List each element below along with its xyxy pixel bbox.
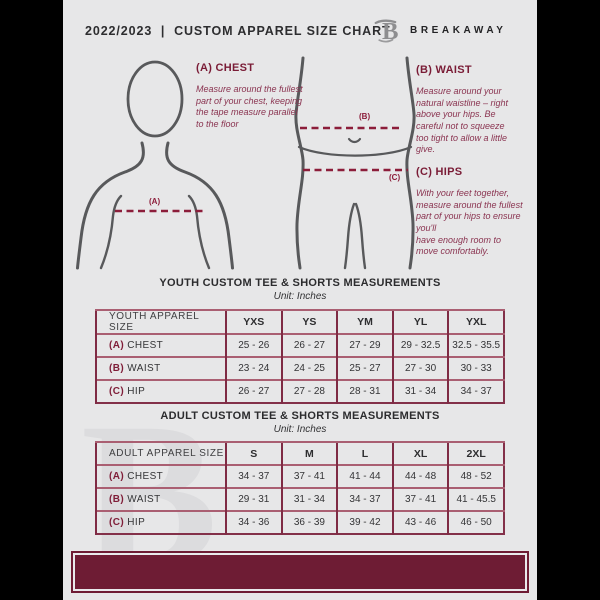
cell: 32.5 - 35.5 [447,333,504,357]
table-row: (C) HIP 34 - 36 36 - 39 39 - 42 43 - 46 … [95,510,504,534]
youth-table-title: YOUTH CUSTOM TEE & SHORTS MEASUREMENTS [159,277,441,289]
table-row: (B) WAIST 23 - 24 24 - 25 25 - 27 27 - 3… [95,356,504,380]
adult-table-title: ADULT CUSTOM TEE & SHORTS MEASUREMENTS [160,410,440,422]
cell: 41 - 44 [336,464,393,488]
adult-header-row: ADULT APPAREL SIZE S M L XL 2XL [95,441,504,465]
size-header: 2XL [447,441,504,465]
cell: 44 - 48 [391,464,449,488]
size-chart-page: B 2022/2023 | CUSTOM APPAREL SIZE CHART … [63,0,537,600]
cell: 24 - 25 [280,356,338,380]
cell: 28 - 31 [336,379,393,403]
cell: 31 - 34 [280,487,338,511]
table-row: (C) HIP 26 - 27 27 - 28 28 - 31 31 - 34 … [95,379,504,403]
size-header: YL [391,309,449,334]
cell: 26 - 27 [225,379,282,403]
cell: 23 - 24 [225,356,282,380]
youth-size-column-label: YOUTH APPAREL SIZE [95,309,226,334]
brand-lockup: B BREAKAWAY [374,15,507,45]
cell: 48 - 52 [447,464,504,488]
cell: 34 - 36 [225,510,282,534]
cell: 31 - 34 [391,379,449,403]
size-header: S [225,441,282,465]
chest-guide-text: Measure around the fullest part of your … [196,84,303,130]
svg-text:B: B [382,18,398,45]
cell: 34 - 37 [447,379,504,403]
size-header: XL [391,441,449,465]
row-label: (A) CHEST [95,333,226,357]
adult-size-column-label: ADULT APPAREL SIZE [95,441,226,465]
cell: 26 - 27 [280,333,338,357]
table-row: (A) CHEST 25 - 26 26 - 27 27 - 29 29 - 3… [95,333,504,357]
youth-header-row: YOUTH APPAREL SIZE YXS YS YM YL YXL [95,309,504,334]
body-measurement-diagram [76,56,416,270]
cell: 34 - 37 [336,487,393,511]
size-header: L [336,441,393,465]
chest-marker-label: (A) [149,197,161,206]
cell: 29 - 31 [225,487,282,511]
hips-figure [294,56,416,270]
row-label: (B) WAIST [95,356,226,380]
row-label: (B) WAIST [95,487,226,511]
cell: 39 - 42 [336,510,393,534]
waist-guide-text: Measure around your natural waistline – … [416,86,509,155]
cell: 36 - 39 [280,510,338,534]
cell: 25 - 26 [225,333,282,357]
row-label: (C) HIP [95,510,226,534]
brand-name: BREAKAWAY [410,24,507,36]
table-row: (B) WAIST 29 - 31 31 - 34 34 - 37 37 - 4… [95,487,504,511]
size-header: YS [280,309,338,334]
row-label: (A) CHEST [95,464,226,488]
measure-lines [115,126,408,213]
cell: 41 - 45.5 [447,487,504,511]
table-row: (A) CHEST 34 - 37 37 - 41 41 - 44 44 - 4… [95,464,504,488]
hips-guide-heading: (C) HIPS [416,166,463,178]
cell: 27 - 30 [391,356,449,380]
cell: 29 - 32.5 [391,333,449,357]
size-header: M [280,441,338,465]
footer-accent-bar [71,551,529,593]
size-header: YXL [447,309,504,334]
cell: 27 - 29 [336,333,393,357]
cell: 46 - 50 [447,510,504,534]
waist-marker-label: (B) [359,112,371,121]
size-header: YXS [225,309,282,334]
breakaway-logo-icon: B [374,18,398,45]
hips-guide-text: With your feet together, measure around … [416,188,523,257]
cell: 37 - 41 [391,487,449,511]
page-title: 2022/2023 | CUSTOM APPAREL SIZE CHART [85,24,391,38]
cell: 34 - 37 [225,464,282,488]
adult-table-unit: Unit: Inches [273,424,327,435]
row-label: (C) HIP [95,379,226,403]
cell: 27 - 28 [280,379,338,403]
youth-size-table: YOUTH APPAREL SIZE YXS YS YM YL YXL (A) … [95,309,505,404]
cell: 37 - 41 [280,464,338,488]
waist-guide-heading: (B) WAIST [416,64,472,76]
chest-guide-heading: (A) CHEST [196,62,255,74]
size-header: YM [336,309,393,334]
torso-figure [76,60,234,270]
hip-marker-label: (C) [389,173,401,182]
cell: 25 - 27 [336,356,393,380]
cell: 30 - 33 [447,356,504,380]
adult-size-table: ADULT APPAREL SIZE S M L XL 2XL (A) CHES… [95,441,505,535]
youth-table-unit: Unit: Inches [273,291,327,302]
cell: 43 - 46 [391,510,449,534]
